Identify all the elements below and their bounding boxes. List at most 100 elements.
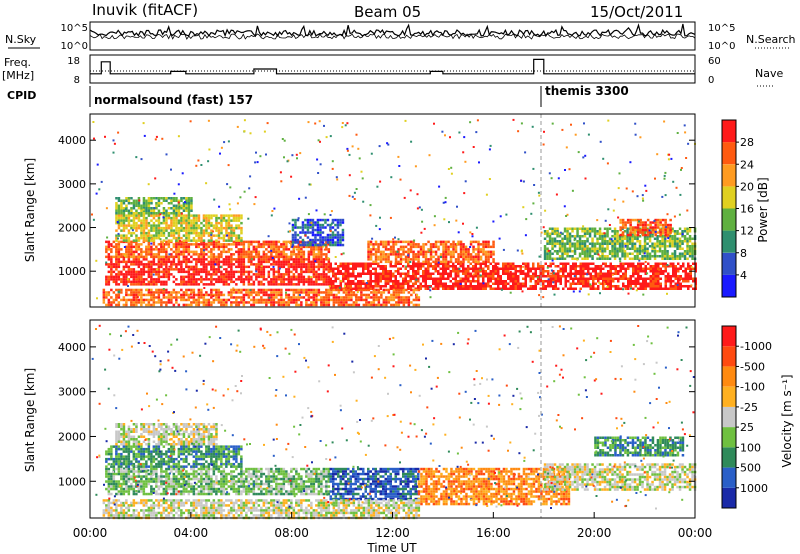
scatter-cell — [606, 257, 609, 260]
scatter-cell — [150, 224, 153, 227]
scatter-cell — [187, 278, 191, 281]
scatter-cell — [546, 235, 549, 238]
scatter-cell — [252, 250, 256, 254]
scatter-cell — [220, 219, 223, 222]
scatter-cell — [415, 303, 418, 307]
scatter-cell — [142, 273, 146, 276]
scatter-cell — [621, 247, 624, 250]
scatter-cell — [419, 253, 423, 256]
scatter-cell — [397, 285, 400, 288]
scatter-cell — [200, 263, 203, 266]
scatter-cell — [544, 285, 547, 288]
scatter-cell — [275, 240, 278, 244]
scatter-cell — [150, 268, 153, 271]
scatter-cell — [392, 288, 396, 292]
scatter-cell — [532, 272, 535, 275]
scatter-cell — [217, 226, 221, 230]
scatter-cell — [321, 231, 325, 234]
scatter-cell — [647, 277, 650, 280]
scatter-cell — [195, 243, 198, 246]
scatter-cell — [399, 253, 403, 256]
scatter-cell — [294, 218, 297, 222]
scatter-cell — [679, 285, 682, 288]
scatter-cell — [603, 235, 607, 238]
station-title: Inuvik (fitACF) — [92, 1, 198, 19]
scatter-cell — [295, 265, 298, 269]
scatter-cell — [294, 236, 297, 239]
scatter-cell — [644, 233, 647, 237]
scatter-cell — [638, 242, 642, 245]
scatter-cell — [237, 265, 241, 269]
scatter-cell — [122, 214, 126, 217]
scatter-cell — [190, 231, 193, 235]
scatter-cell — [688, 252, 692, 255]
scatter-cell — [337, 272, 340, 275]
scatter-cell — [180, 243, 183, 246]
scatter-cell — [629, 282, 632, 285]
scatter-cell — [613, 235, 617, 238]
scatter-cell — [602, 277, 605, 280]
scatter-cell — [599, 275, 602, 278]
scatter-cell — [180, 221, 183, 225]
scatter-cell — [320, 263, 323, 266]
scatter-cell — [494, 282, 497, 285]
scatter-cell — [192, 298, 196, 302]
scatter-cell — [636, 231, 640, 234]
scatter-cell — [135, 234, 138, 237]
scatter-cell — [182, 260, 186, 264]
scatter-cell — [477, 275, 480, 278]
scatter-cell — [280, 303, 283, 307]
scatter-cell — [339, 238, 342, 242]
scatter-cell — [130, 255, 133, 259]
scatter-cell — [474, 272, 477, 275]
scatter-cell — [658, 227, 662, 230]
scatter-cell — [192, 224, 196, 227]
scatter-cell — [417, 272, 420, 275]
scatter-cell — [312, 296, 316, 299]
scatter-cell — [215, 216, 218, 220]
scatter-cell — [140, 236, 143, 240]
scatter-cell — [552, 285, 555, 288]
scatter-cell — [152, 278, 156, 281]
scatter-cell — [459, 287, 462, 290]
scatter-cell — [316, 226, 320, 229]
scatter-cell — [162, 226, 166, 230]
scatter-cell — [347, 267, 350, 270]
scatter-cell — [477, 250, 480, 254]
scatter-cell — [172, 221, 176, 225]
scatter-cell — [277, 283, 281, 286]
scatter-cell — [454, 248, 458, 251]
scatter-cell — [602, 272, 605, 275]
scatter-cell — [210, 224, 213, 227]
scatter-cell — [225, 245, 228, 249]
scatter-cell — [321, 241, 325, 244]
sparse-cell — [123, 246, 126, 248]
scatter-cell — [404, 282, 407, 285]
scatter-cell — [374, 253, 378, 256]
scatter-cell — [330, 291, 333, 294]
scatter-cell — [412, 270, 415, 273]
scatter-cell — [439, 253, 443, 256]
scatter-cell — [352, 265, 355, 268]
scatter-cell — [267, 250, 271, 254]
scatter-cell — [651, 228, 655, 232]
scatter-cell — [152, 283, 156, 286]
scatter-cell — [132, 250, 136, 254]
scatter-cell — [312, 263, 316, 266]
scatter-cell — [579, 270, 582, 273]
scatter-cell — [315, 303, 318, 307]
scatter-cell — [122, 265, 126, 269]
scatter-cell — [681, 247, 684, 250]
scatter-cell — [300, 250, 303, 254]
scatter-cell — [324, 236, 327, 239]
scatter-cell — [202, 255, 206, 259]
scatter-cell — [187, 234, 191, 237]
scatter-cell — [140, 224, 143, 227]
scatter-cell — [334, 223, 337, 227]
scatter-cell — [132, 204, 136, 207]
scatter-cell — [282, 260, 286, 264]
scatter-cell — [589, 277, 592, 280]
scatter-cell — [302, 265, 306, 269]
scatter-cell — [568, 242, 572, 245]
scatter-cell — [175, 219, 178, 222]
